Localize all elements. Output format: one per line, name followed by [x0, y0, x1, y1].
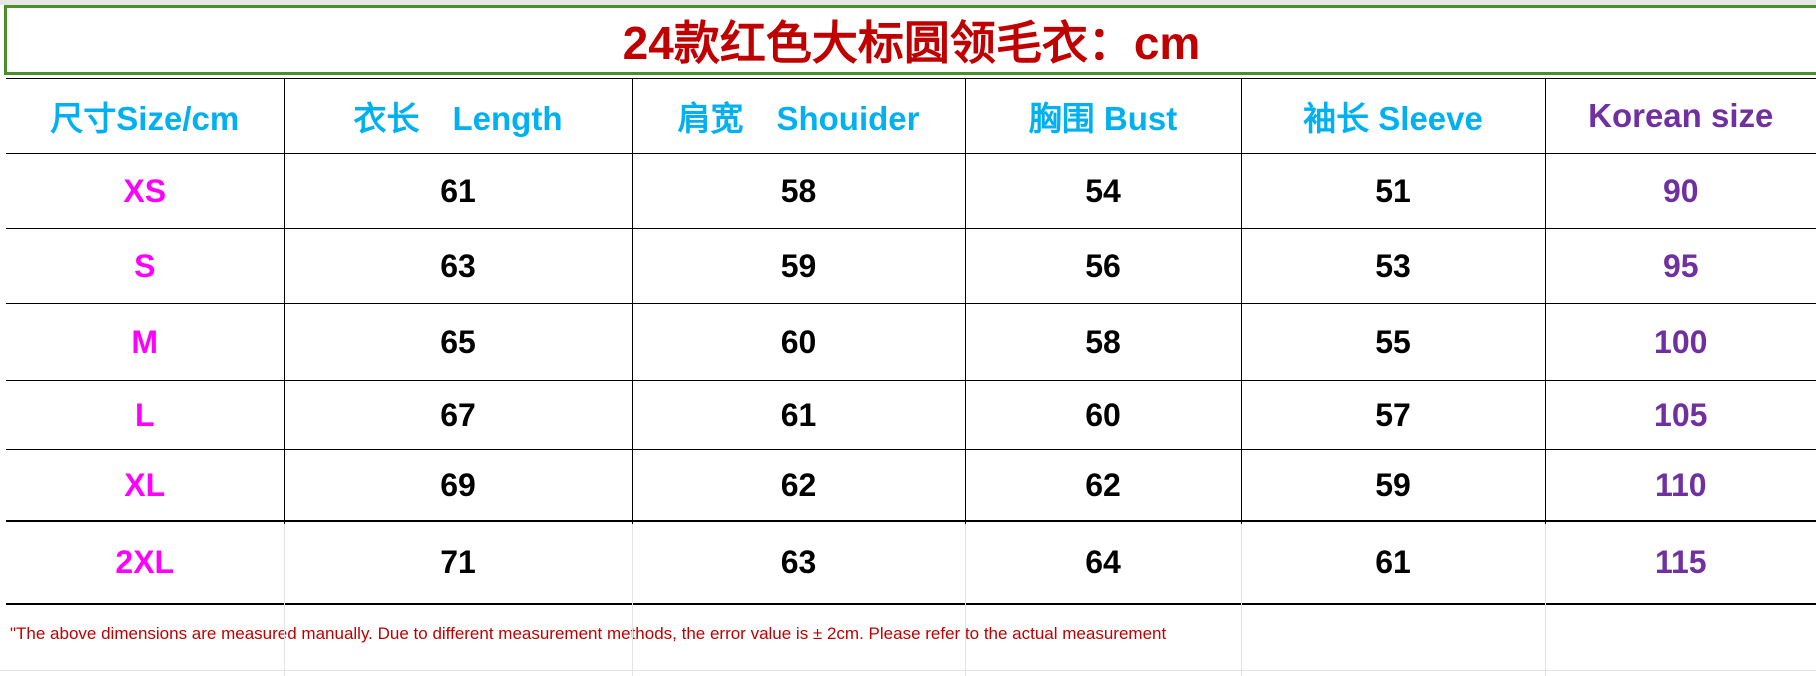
- cell-size: L: [6, 380, 285, 450]
- header-length: 衣长 Length: [283, 78, 633, 154]
- table-row: L 67 61 60 57 105: [6, 380, 1816, 450]
- cell-shoulder: 60: [631, 303, 966, 381]
- cell-length: 61: [283, 153, 633, 229]
- cell-bust: 62: [964, 449, 1242, 522]
- cell-korean-size: 115: [1544, 520, 1816, 605]
- cell-korean-size: 100: [1544, 303, 1816, 381]
- cell-length: 63: [283, 228, 633, 304]
- cell-length: 65: [283, 303, 633, 381]
- cell-length: 71: [283, 520, 633, 605]
- cell-korean-size: 95: [1544, 228, 1816, 304]
- cell-size: XS: [6, 153, 285, 229]
- cell-length: 67: [283, 380, 633, 450]
- cell-size: M: [6, 303, 285, 381]
- measurement-note: "The above dimensions are measured manua…: [10, 624, 1167, 643]
- gridline: [0, 670, 1816, 671]
- sheet-top-strip: [0, 0, 1816, 5]
- table-row: M 65 60 58 55 100: [6, 303, 1816, 381]
- page-title: 24款红色大标圆领毛衣：cm: [4, 5, 1816, 75]
- cell-shoulder: 61: [631, 380, 966, 450]
- gridline: [965, 524, 966, 676]
- cell-korean-size: 110: [1544, 449, 1816, 522]
- cell-bust: 54: [964, 153, 1242, 229]
- header-sleeve: 袖长 Sleeve: [1240, 78, 1546, 154]
- header-korean-size: Korean size: [1544, 78, 1816, 154]
- cell-size: S: [6, 228, 285, 304]
- cell-sleeve: 57: [1240, 380, 1546, 450]
- cell-korean-size: 105: [1544, 380, 1816, 450]
- cell-sleeve: 61: [1240, 520, 1546, 605]
- cell-size: XL: [6, 449, 285, 522]
- cell-shoulder: 59: [631, 228, 966, 304]
- gridline: [632, 524, 633, 676]
- cell-shoulder: 63: [631, 520, 966, 605]
- header-shoulder: 肩宽 Shouider: [631, 78, 966, 154]
- size-table: 尺寸Size/cm 衣长 Length 肩宽 Shouider 胸围 Bust …: [6, 78, 1816, 605]
- cell-korean-size: 90: [1544, 153, 1816, 229]
- cell-sleeve: 55: [1240, 303, 1546, 381]
- cell-sleeve: 59: [1240, 449, 1546, 522]
- header-bust: 胸围 Bust: [964, 78, 1242, 154]
- table-row: S 63 59 56 53 95: [6, 228, 1816, 304]
- cell-shoulder: 62: [631, 449, 966, 522]
- cell-shoulder: 58: [631, 153, 966, 229]
- header-size: 尺寸Size/cm: [6, 78, 285, 154]
- gridline: [284, 524, 285, 676]
- cell-bust: 58: [964, 303, 1242, 381]
- cell-sleeve: 51: [1240, 153, 1546, 229]
- table-row: XS 61 58 54 51 90: [6, 153, 1816, 229]
- cell-bust: 60: [964, 380, 1242, 450]
- gridline: [1241, 524, 1242, 676]
- cell-size: 2XL: [6, 520, 285, 605]
- table-row: XL 69 62 62 59 110: [6, 449, 1816, 522]
- cell-bust: 64: [964, 520, 1242, 605]
- cell-length: 69: [283, 449, 633, 522]
- header-row: 尺寸Size/cm 衣长 Length 肩宽 Shouider 胸围 Bust …: [6, 78, 1816, 154]
- cell-sleeve: 53: [1240, 228, 1546, 304]
- cell-bust: 56: [964, 228, 1242, 304]
- table-row: 2XL 71 63 64 61 115: [6, 520, 1816, 605]
- gridline: [1545, 524, 1546, 676]
